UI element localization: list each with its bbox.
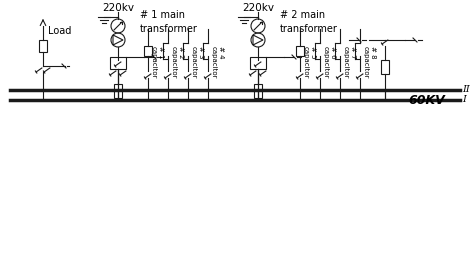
Bar bbox=[254, 84, 262, 98]
Bar bbox=[114, 84, 122, 98]
Text: # 3
capacitor: # 3 capacitor bbox=[191, 46, 204, 79]
Text: I: I bbox=[462, 96, 466, 104]
Text: # 7
capacitor: # 7 capacitor bbox=[343, 46, 356, 79]
Bar bbox=[144, 46, 152, 56]
Bar bbox=[381, 60, 389, 74]
Bar bbox=[250, 57, 266, 69]
Text: # 1 main
transformer: # 1 main transformer bbox=[140, 11, 198, 33]
Text: # 4
capacitor: # 4 capacitor bbox=[211, 46, 225, 79]
Bar bbox=[39, 40, 47, 52]
Text: # 1
capacitor: # 1 capacitor bbox=[151, 46, 164, 79]
Text: # 2 main
transformer: # 2 main transformer bbox=[280, 11, 338, 33]
Text: Load: Load bbox=[48, 26, 72, 36]
Text: # 2
capacitor: # 2 capacitor bbox=[171, 46, 184, 79]
Bar bbox=[110, 57, 126, 69]
Text: # 8
capacitor: # 8 capacitor bbox=[363, 46, 376, 79]
Text: 220kv: 220kv bbox=[242, 3, 274, 13]
Text: # 6
capacitor: # 6 capacitor bbox=[323, 46, 337, 79]
Text: 220kv: 220kv bbox=[102, 3, 134, 13]
Text: # 5
capacitor: # 5 capacitor bbox=[303, 46, 317, 79]
Bar bbox=[296, 46, 304, 56]
Text: 60KV: 60KV bbox=[408, 94, 445, 107]
Text: II: II bbox=[462, 86, 470, 94]
